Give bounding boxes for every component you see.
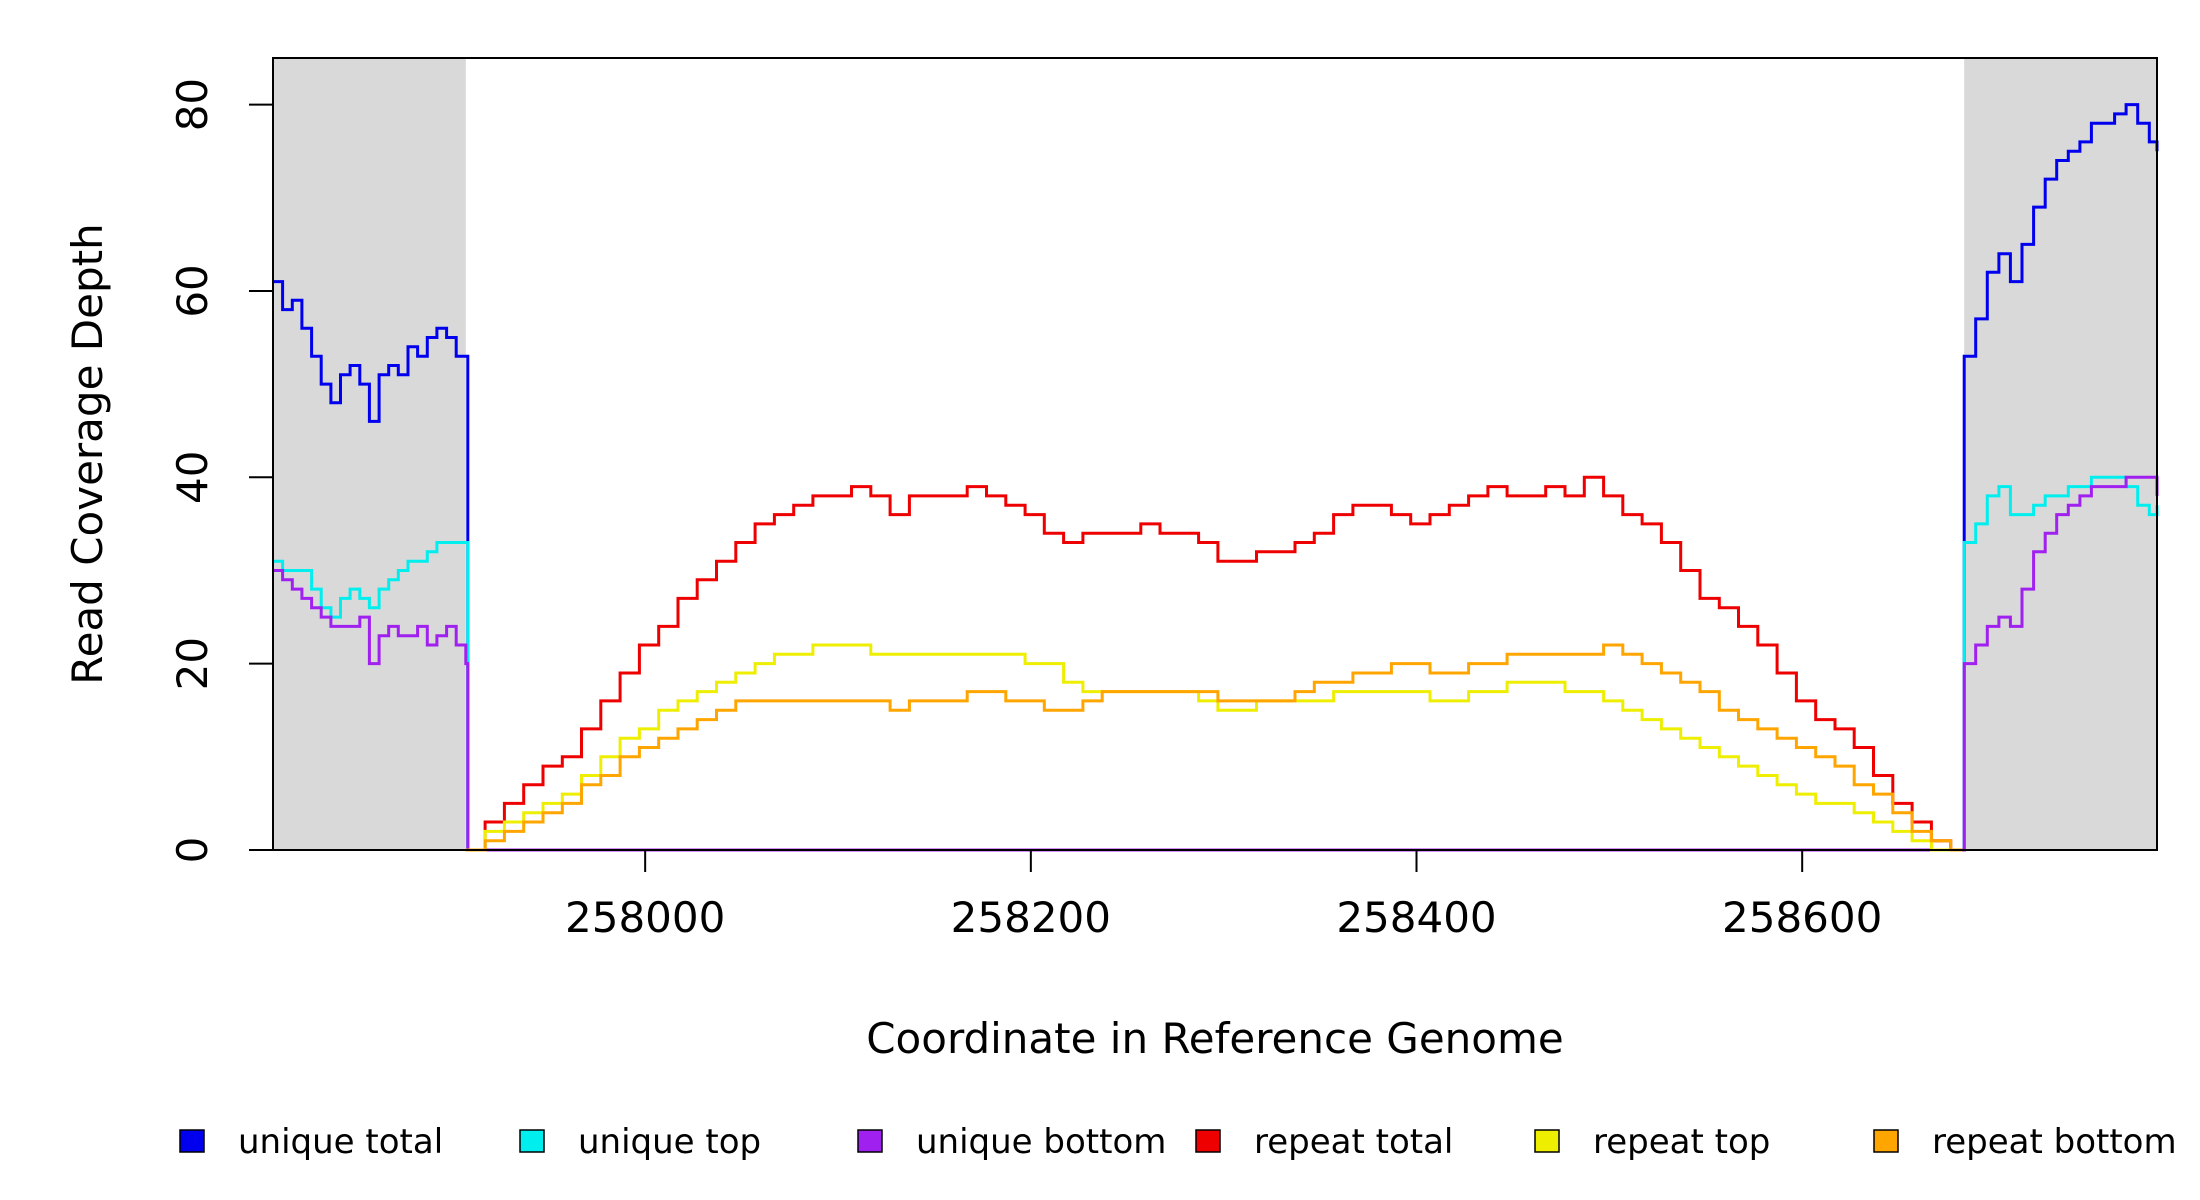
- legend-label: unique top: [578, 1122, 761, 1162]
- legend-swatch: [179, 1129, 205, 1153]
- x-axis: 258000 258200 258400 258600: [565, 850, 1882, 942]
- legend-item-unique-bottom: unique bottom: [857, 1122, 1166, 1162]
- y-tick-label: 0: [168, 837, 217, 864]
- legend-swatch: [519, 1129, 545, 1153]
- series-line-repeat-total: [465, 475, 1963, 852]
- series-line-unique-top: [273, 475, 2159, 852]
- x-tick-label: 258200: [951, 893, 1111, 942]
- shaded-region-2: [1964, 58, 2157, 850]
- legend-swatch: [1873, 1129, 1899, 1153]
- shaded-region-1: [273, 58, 466, 850]
- shaded-regions: [273, 58, 2157, 850]
- series-line-repeat-bottom: [465, 643, 1963, 852]
- legend-item-unique-top: unique top: [519, 1122, 761, 1162]
- x-tick-label: 258400: [1336, 893, 1496, 942]
- legend-swatch: [1534, 1129, 1560, 1153]
- legend-swatch: [1195, 1129, 1221, 1153]
- plot-frame: [272, 57, 2158, 851]
- legend-item-repeat-bottom: repeat bottom: [1873, 1122, 2177, 1162]
- y-axis-label: Read Coverage Depth: [63, 223, 112, 684]
- legend-label: repeat bottom: [1932, 1122, 2177, 1162]
- y-tick-label: 20: [168, 637, 217, 690]
- y-tick-label: 80: [168, 78, 217, 131]
- legend-swatch: [857, 1129, 883, 1153]
- legend-label: unique bottom: [916, 1122, 1166, 1162]
- legend-item-unique-total: unique total: [179, 1122, 443, 1162]
- legend-label: repeat total: [1254, 1122, 1453, 1162]
- y-tick-label: 60: [168, 264, 217, 317]
- y-axis: 0 20 40 60 80: [168, 78, 273, 864]
- y-tick-label: 40: [168, 451, 217, 504]
- legend-label: repeat top: [1593, 1122, 1770, 1162]
- x-axis-label: Coordinate in Reference Genome: [866, 1014, 1564, 1063]
- x-tick-label: 258600: [1722, 893, 1882, 942]
- series-lines: [273, 103, 2159, 852]
- series-line-unique-bottom: [273, 475, 2159, 852]
- legend: unique total unique top unique bottom repea…: [179, 1122, 2177, 1162]
- series-line-repeat-top: [465, 643, 1963, 852]
- x-tick-label: 258000: [565, 893, 725, 942]
- series-line-unique-total: [273, 103, 2159, 852]
- legend-item-repeat-total: repeat total: [1195, 1122, 1453, 1162]
- legend-item-repeat-top: repeat top: [1534, 1122, 1770, 1162]
- legend-label: unique total: [238, 1122, 443, 1162]
